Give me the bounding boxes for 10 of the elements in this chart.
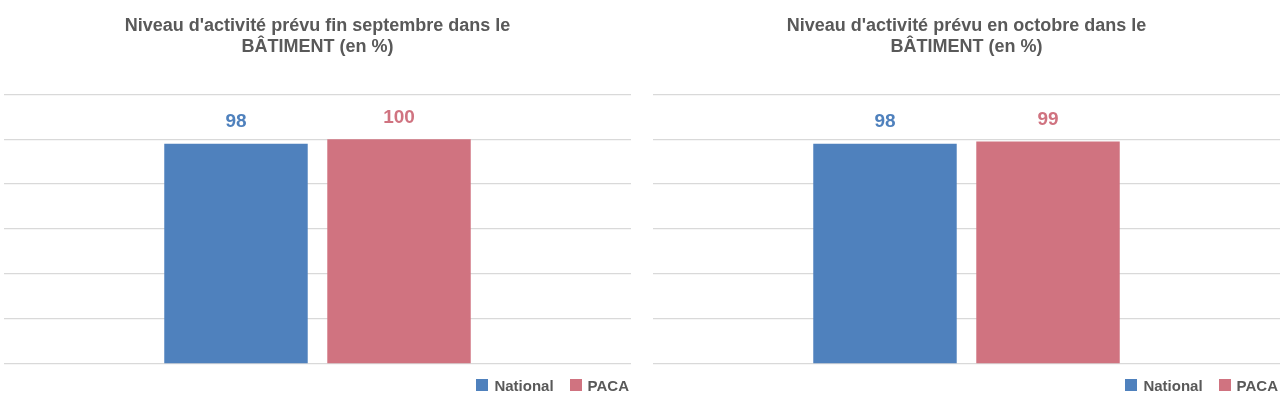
legend-label: PACA [587,376,629,394]
chart-title: Niveau d'activité prévu en octobre dans le BÂTIMENT (en %) [786,14,1147,57]
data-label: 100 [383,105,415,127]
legend-label: National [1143,376,1203,394]
legend-label: PACA [1236,376,1278,394]
chart-title: Niveau d'activité prévu fin septembre dans le BÂTIMENT (en %) [124,14,511,57]
data-label: 98 [225,110,247,132]
data-label: 99 [1037,108,1059,130]
data-label: 98 [874,110,896,132]
legend-label: National [494,376,554,394]
